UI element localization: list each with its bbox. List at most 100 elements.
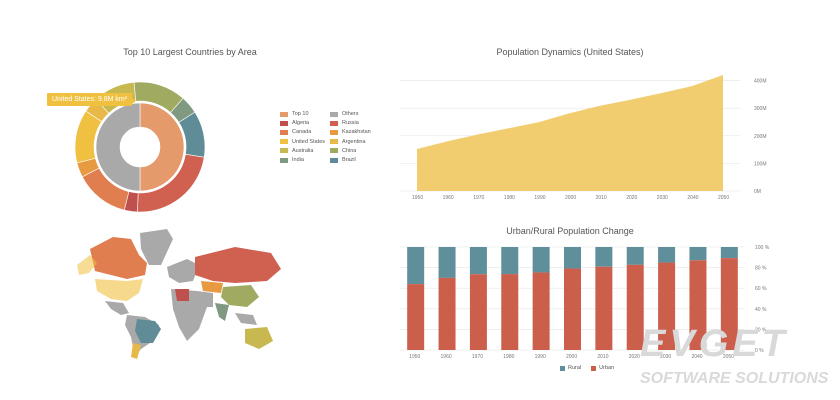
map-kazakhstan — [201, 281, 223, 293]
bar-xtick-label: 2010 — [597, 354, 608, 360]
donut-legend-item[interactable]: Canada — [280, 129, 311, 135]
area-ytick-label: 300M — [754, 106, 767, 112]
bar-rural[interactable] — [626, 247, 644, 265]
bar-ytick-label: 0 % — [755, 348, 764, 354]
bar-ytick-label: 40 % — [755, 307, 767, 313]
donut-legend-item[interactable]: India — [280, 157, 304, 163]
bar-urban[interactable] — [689, 260, 707, 350]
bar-urban[interactable] — [501, 274, 519, 350]
legend-swatch — [280, 111, 288, 117]
legend-rural-swatch — [560, 365, 565, 371]
legend-label: Brazil — [342, 157, 356, 163]
area-xtick-label: 2050 — [718, 195, 729, 201]
legend-rural-label: Rural — [568, 365, 582, 371]
bar-rural[interactable] — [438, 247, 456, 278]
area-series[interactable] — [417, 75, 723, 191]
bar-xtick-label: 1950 — [409, 354, 420, 360]
area-xtick-label: 2030 — [657, 195, 668, 201]
area-ytick-label: 100M — [754, 161, 767, 167]
bar-urban[interactable] — [595, 266, 613, 350]
bar-urban[interactable] — [658, 262, 676, 350]
legend-swatch — [280, 129, 288, 135]
bar-rural[interactable] — [595, 247, 613, 267]
bar-xtick-label: 2020 — [629, 354, 640, 360]
bar-xtick-label: 1960 — [441, 354, 452, 360]
map-argentina — [131, 343, 141, 359]
area-xtick-label: 2040 — [687, 195, 698, 201]
bar-legend: Rural Urban — [560, 365, 614, 371]
legend-swatch — [330, 157, 338, 163]
map-mexico — [105, 301, 129, 315]
donut-chart — [74, 81, 206, 213]
world-map — [77, 229, 281, 359]
donut-legend-item[interactable]: Algeria — [280, 120, 309, 126]
legend-urban-label: Urban — [599, 365, 615, 371]
bar-urban[interactable] — [469, 274, 487, 350]
legend-swatch — [330, 129, 338, 135]
donut-legend-item[interactable]: United States — [280, 139, 325, 145]
map-middle-east — [197, 291, 213, 307]
map-algeria — [175, 289, 189, 301]
area-title: Population Dynamics (United States) — [496, 47, 644, 57]
watermark-tagline: SOFTWARE SOLUTIONS — [640, 370, 829, 387]
bar-ytick-label: 60 % — [755, 286, 767, 292]
watermark-brand: EVGET — [640, 323, 789, 365]
map-europe — [167, 259, 199, 283]
bar-rural[interactable] — [469, 247, 487, 275]
bar-rural[interactable] — [501, 247, 519, 275]
map-brazil — [135, 319, 161, 343]
donut-legend-item[interactable]: Brazil — [330, 157, 356, 163]
bar-rural[interactable] — [658, 247, 676, 263]
donut-legend-item[interactable]: China — [330, 148, 356, 154]
map-africa — [171, 289, 207, 341]
bar-xtick-label: 2030 — [660, 354, 671, 360]
bar-rural[interactable] — [564, 247, 581, 269]
bar-ytick-label: 20 % — [755, 327, 767, 333]
area-ytick-label: 200M — [754, 134, 767, 140]
bar-rural[interactable] — [407, 247, 425, 285]
bar-rural[interactable] — [720, 247, 738, 259]
donut-legend-item[interactable]: Russia — [330, 120, 359, 126]
map-australia — [245, 327, 273, 349]
bar-urban[interactable] — [407, 284, 425, 350]
donut-legend-item[interactable]: Top 10 — [280, 111, 309, 117]
bar-title: Urban/Rural Population Change — [506, 226, 634, 236]
donut-legend-item[interactable]: Australia — [280, 148, 313, 154]
bar-urban[interactable] — [438, 277, 456, 350]
legend-label: China — [342, 147, 357, 154]
legend-swatch — [330, 120, 338, 126]
map-china — [221, 285, 259, 307]
area-chart: 0M 100M 200M 300M 400M 1950 1960 1970 1980 1990 20… — [400, 75, 767, 201]
donut-outer-brazil[interactable] — [178, 111, 206, 158]
bar-urban[interactable] — [564, 268, 581, 350]
area-xtick-label: 2010 — [596, 195, 607, 201]
legend-label: Russia — [342, 120, 359, 127]
map-se-asia — [235, 313, 257, 325]
legend-urban-swatch — [591, 365, 597, 371]
bar-rural[interactable] — [532, 247, 550, 273]
area-ytick-label: 400M — [754, 79, 767, 85]
bar-xtick-label: 2050 — [723, 354, 734, 360]
legend-label: Kazakhstan — [342, 129, 371, 136]
legend-swatch — [280, 148, 288, 154]
legend-label: Australia — [292, 147, 314, 154]
legend-rural: Rural — [560, 365, 581, 371]
donut-inner-top-10[interactable] — [139, 102, 185, 192]
bar-ytick-label: 80 % — [755, 266, 767, 272]
bar-urban[interactable] — [532, 272, 550, 350]
map-canada — [90, 237, 147, 279]
donut-legend-item[interactable]: Others — [330, 111, 359, 117]
donut-title: Top 10 Largest Countries by Area — [123, 47, 257, 57]
bar-xtick-label: 1980 — [503, 354, 514, 360]
bar-urban[interactable] — [720, 258, 738, 350]
bar-urban[interactable] — [626, 264, 644, 350]
bar-rural[interactable] — [689, 247, 707, 261]
donut-legend-item[interactable]: Argentina — [330, 139, 366, 145]
area-xtick-label: 2000 — [565, 195, 576, 201]
legend-swatch — [280, 157, 288, 163]
legend-label: Top 10 — [292, 111, 309, 117]
donut-legend-item[interactable]: Kazakhstan — [330, 129, 371, 135]
bar-ytick-label: 100 % — [755, 245, 770, 251]
bar-xtick-label: 2000 — [566, 354, 577, 360]
map-alaska — [77, 255, 97, 275]
